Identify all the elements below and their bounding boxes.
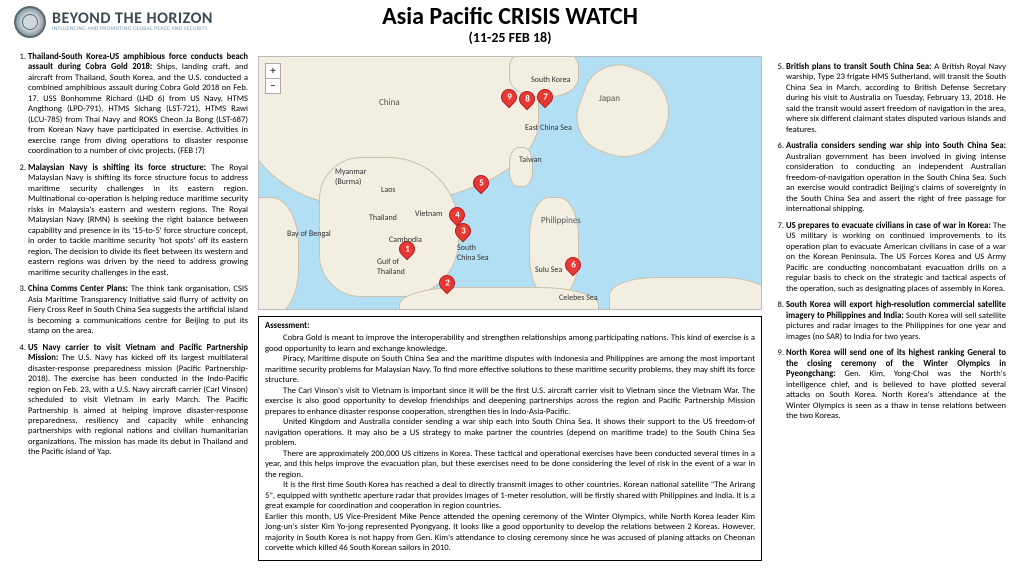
list-item: South Korea will export high-resolution …	[786, 300, 1006, 342]
right-column: British plans to transit South China Sea…	[772, 62, 1006, 428]
zoom-in-button[interactable]: +	[266, 64, 280, 79]
map-zoom[interactable]: + −	[265, 63, 281, 94]
list-item: US prepares to evacuate civilians in cas…	[786, 221, 1006, 294]
map-label: Bay of Bengal	[287, 229, 331, 239]
left-list: Thailand-South Korea-US amphibious force…	[14, 52, 248, 458]
list-item: Malaysian Navy is shifting its force str…	[28, 163, 248, 278]
map-label: Celebes Sea	[559, 293, 598, 303]
map-label: Sulu Sea	[535, 265, 562, 275]
map-label: Myanmar (Burma)	[335, 167, 366, 187]
map-label: Thailand	[369, 213, 397, 223]
list-item: Thailand-South Korea-US amphibious force…	[28, 52, 248, 157]
zoom-out-button[interactable]: −	[266, 79, 280, 93]
map-label: South China Sea	[457, 243, 489, 263]
assessment-p: It is the first time South Korea has rea…	[265, 480, 755, 511]
map-label: Cambodia	[389, 235, 422, 245]
map-label: South Korea	[531, 75, 571, 85]
list-item: North Korea will send one of its highest…	[786, 348, 1006, 421]
map-label: China	[379, 97, 400, 108]
page-title: Asia Pacific CRISIS WATCH	[0, 2, 1020, 31]
map-region[interactable]: + − 987543126ChinaSouth KoreaJapanEast C…	[258, 56, 762, 310]
list-item: US Navy carrier to visit Vietnam and Pac…	[28, 343, 248, 458]
assessment-p: Piracy, Maritime dispute on South China …	[265, 354, 755, 385]
assessment-p: United Kingdom and Australia consider se…	[265, 417, 755, 448]
list-item: British plans to transit South China Sea…	[786, 62, 1006, 135]
assessment-p: The Carl Vinson's visit to Vietnam is im…	[265, 386, 755, 417]
map-label: Taiwan	[519, 155, 542, 165]
map-label: Vietnam	[415, 209, 442, 219]
assessment-p: Earlier this month, US Vice-President Mi…	[265, 512, 755, 554]
map-label: Philippines	[541, 215, 581, 226]
right-list: British plans to transit South China Sea…	[772, 62, 1006, 422]
map-label: Japan	[599, 93, 620, 104]
assessment-p: There are approximately 200,000 US citiz…	[265, 449, 755, 480]
assessment-box: Assessment: Cobra Gold is meant to impro…	[258, 316, 762, 561]
assessment-heading: Assessment:	[265, 321, 755, 331]
list-item: Australia considers sending war ship int…	[786, 141, 1006, 214]
assessment-p: Cobra Gold is meant to improve the inter…	[265, 333, 755, 354]
map-label: East China Sea	[525, 123, 572, 133]
map-label: Gulf of Thailand	[377, 257, 405, 277]
list-item: China Comms Center Plans: The think tank…	[28, 284, 248, 336]
map-label: Laos	[381, 185, 396, 195]
page-subtitle: (11-25 FEB 18)	[0, 29, 1020, 46]
left-column: Thailand-South Korea-US amphibious force…	[14, 52, 248, 464]
